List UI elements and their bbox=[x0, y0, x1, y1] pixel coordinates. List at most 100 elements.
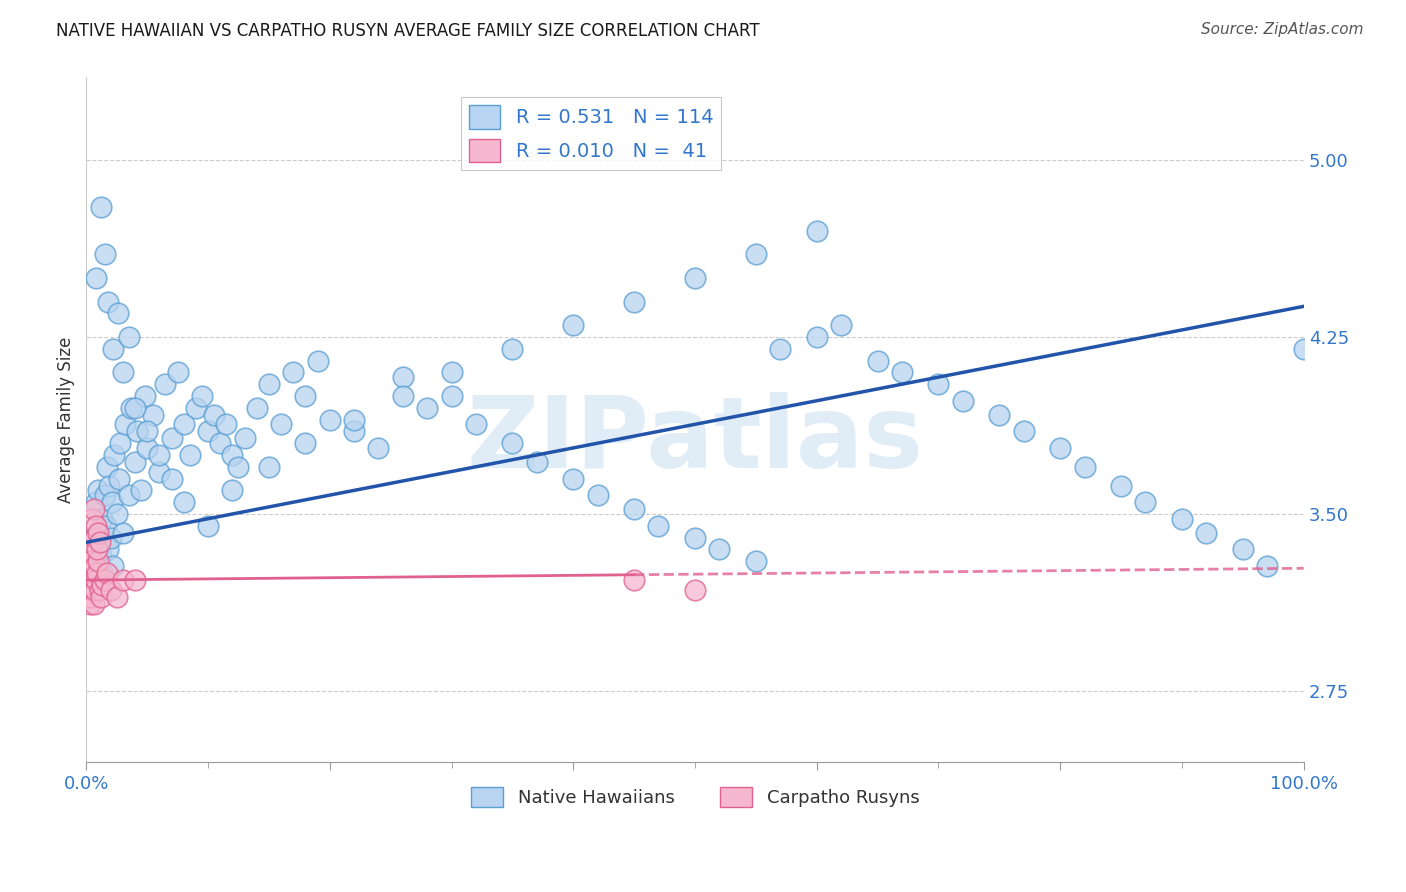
Point bbox=[769, 342, 792, 356]
Point bbox=[1012, 425, 1035, 439]
Point bbox=[562, 472, 585, 486]
Point bbox=[283, 366, 305, 380]
Point bbox=[79, 597, 101, 611]
Point bbox=[77, 590, 100, 604]
Point bbox=[83, 558, 105, 573]
Point bbox=[90, 200, 112, 214]
Point bbox=[173, 417, 195, 432]
Point bbox=[83, 542, 105, 557]
Point bbox=[1135, 495, 1157, 509]
Point bbox=[257, 377, 280, 392]
Point bbox=[89, 535, 111, 549]
Point bbox=[307, 353, 329, 368]
Point bbox=[80, 590, 103, 604]
Point bbox=[83, 573, 105, 587]
Point bbox=[221, 448, 243, 462]
Point bbox=[79, 578, 101, 592]
Point bbox=[110, 436, 132, 450]
Point bbox=[80, 554, 103, 568]
Point bbox=[683, 531, 706, 545]
Point bbox=[83, 531, 105, 545]
Point bbox=[84, 271, 107, 285]
Point bbox=[90, 549, 112, 564]
Point bbox=[202, 408, 225, 422]
Point bbox=[124, 573, 146, 587]
Point bbox=[257, 459, 280, 474]
Point bbox=[416, 401, 439, 415]
Point bbox=[1195, 525, 1218, 540]
Point bbox=[148, 448, 170, 462]
Point bbox=[124, 455, 146, 469]
Point bbox=[98, 478, 121, 492]
Point bbox=[233, 432, 256, 446]
Point bbox=[173, 495, 195, 509]
Point bbox=[91, 566, 114, 580]
Point bbox=[127, 425, 149, 439]
Point bbox=[184, 401, 207, 415]
Point bbox=[107, 306, 129, 320]
Point bbox=[111, 366, 134, 380]
Point bbox=[93, 573, 115, 587]
Point bbox=[319, 412, 342, 426]
Point bbox=[79, 558, 101, 573]
Point bbox=[100, 582, 122, 597]
Point bbox=[709, 542, 731, 557]
Point bbox=[101, 495, 124, 509]
Point bbox=[87, 483, 110, 498]
Point bbox=[392, 370, 415, 384]
Point bbox=[623, 294, 645, 309]
Point bbox=[294, 436, 316, 450]
Point bbox=[105, 590, 128, 604]
Point bbox=[129, 483, 152, 498]
Point bbox=[114, 417, 136, 432]
Point bbox=[97, 294, 120, 309]
Point bbox=[82, 512, 104, 526]
Point bbox=[197, 518, 219, 533]
Point bbox=[228, 459, 250, 474]
Point bbox=[136, 441, 159, 455]
Point bbox=[501, 342, 523, 356]
Point bbox=[86, 525, 108, 540]
Point bbox=[343, 412, 366, 426]
Point bbox=[501, 436, 523, 450]
Point bbox=[83, 597, 105, 611]
Point bbox=[136, 425, 159, 439]
Point bbox=[86, 542, 108, 557]
Point bbox=[891, 366, 914, 380]
Point bbox=[160, 472, 183, 486]
Point bbox=[155, 377, 177, 392]
Point bbox=[806, 224, 828, 238]
Point bbox=[191, 389, 214, 403]
Point bbox=[1171, 512, 1194, 526]
Point bbox=[294, 389, 316, 403]
Point bbox=[683, 582, 706, 597]
Point bbox=[89, 582, 111, 597]
Point bbox=[148, 465, 170, 479]
Point bbox=[96, 566, 118, 580]
Point bbox=[647, 518, 669, 533]
Point bbox=[179, 448, 201, 462]
Point bbox=[76, 554, 98, 568]
Point bbox=[464, 417, 486, 432]
Point bbox=[988, 408, 1011, 422]
Point bbox=[87, 525, 110, 540]
Point bbox=[1292, 342, 1315, 356]
Point bbox=[440, 366, 463, 380]
Point bbox=[91, 578, 114, 592]
Text: ZIPatlas: ZIPatlas bbox=[467, 392, 924, 489]
Point bbox=[93, 488, 115, 502]
Point bbox=[623, 573, 645, 587]
Point bbox=[118, 488, 141, 502]
Point bbox=[745, 247, 768, 261]
Point bbox=[160, 432, 183, 446]
Point bbox=[101, 342, 124, 356]
Point bbox=[93, 247, 115, 261]
Point bbox=[830, 318, 852, 333]
Point bbox=[77, 566, 100, 580]
Point bbox=[197, 425, 219, 439]
Point bbox=[80, 573, 103, 587]
Point bbox=[94, 518, 117, 533]
Point bbox=[83, 554, 105, 568]
Point bbox=[90, 590, 112, 604]
Point bbox=[87, 554, 110, 568]
